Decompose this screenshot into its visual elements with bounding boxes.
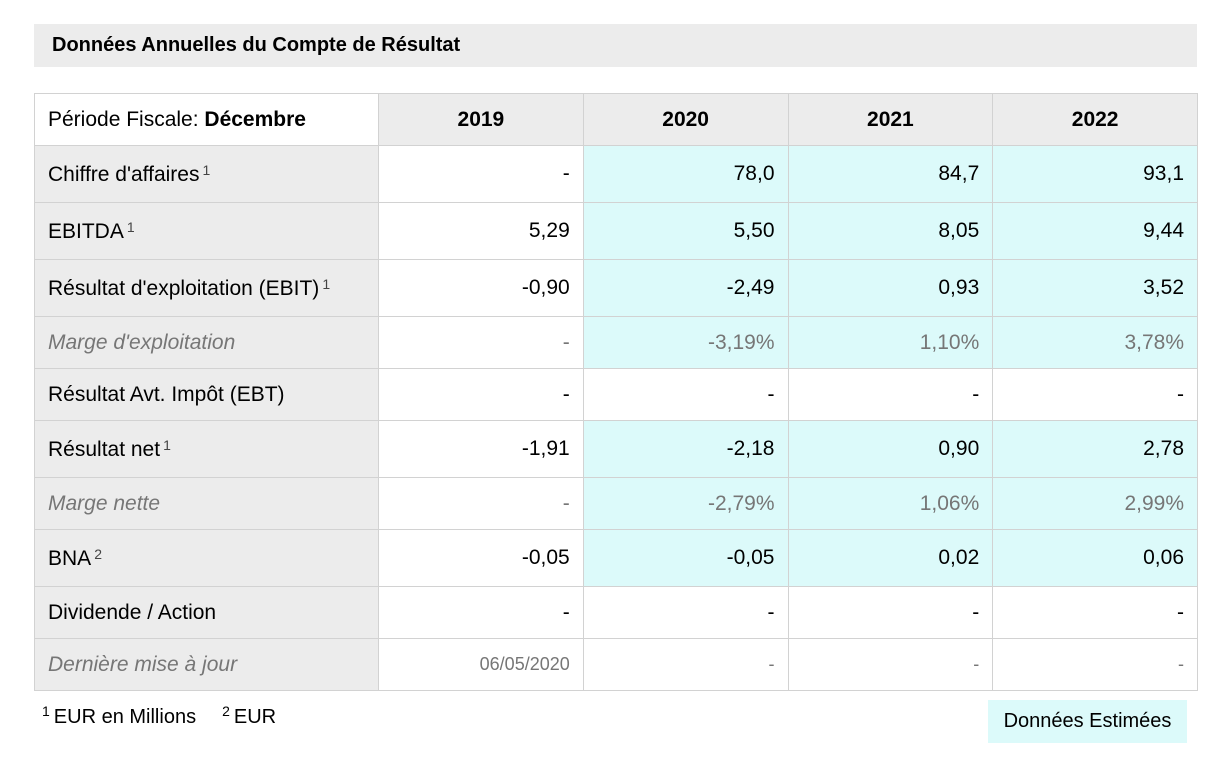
table-cell: 0,93	[787, 259, 994, 317]
table-row: Chiffre d'affaires 1 - 78,0 84,7 93,1	[34, 145, 1198, 203]
row-label: Marge d'exploitation	[34, 316, 379, 369]
fiscal-period-cell: Période Fiscale: Décembre	[34, 93, 379, 146]
table-cell: 84,7	[787, 145, 994, 203]
table-cell: 0,06	[992, 529, 1198, 587]
table-cell: -	[378, 145, 584, 203]
table-cell: 1,06%	[787, 477, 994, 530]
table-cell: 78,0	[582, 145, 789, 203]
row-label: Dernière mise à jour	[34, 638, 379, 691]
footnote-marker: 1	[126, 218, 135, 235]
table-cell: 1,10%	[787, 316, 994, 369]
table-row: Résultat d'exploitation (EBIT) 1 -0,90 -2…	[34, 259, 1198, 317]
row-label: Chiffre d'affaires 1	[34, 145, 379, 203]
table-header-row: Période Fiscale: Décembre 2019 2020 2021…	[34, 93, 1198, 146]
fiscal-period-prefix: Période Fiscale:	[48, 107, 205, 131]
table-row: Marge nette - -2,79% 1,06% 2,99%	[34, 477, 1198, 530]
table-row: Dividende / Action - - - -	[34, 586, 1198, 639]
table-cell: -	[378, 586, 584, 639]
table-cell: 3,78%	[992, 316, 1198, 369]
footnote: 2 EUR	[222, 703, 277, 728]
table-cell: 5,29	[378, 202, 584, 260]
table-row: EBITDA 1 5,29 5,50 8,05 9,44	[34, 202, 1198, 260]
row-label: Résultat Avt. Impôt (EBT)	[34, 368, 379, 421]
row-label: BNA 2	[34, 529, 379, 587]
row-label: Dividende / Action	[34, 586, 379, 639]
table-row: BNA 2 -0,05 -0,05 0,02 0,06	[34, 529, 1198, 587]
table-cell: -	[787, 586, 994, 639]
table-cell: 3,52	[992, 259, 1198, 317]
table-cell: -0,05	[378, 529, 584, 587]
section-title: Données Annuelles du Compte de Résultat	[34, 24, 1197, 67]
table-cell: 0,90	[787, 420, 994, 478]
table-cell: -0,90	[378, 259, 584, 317]
table-cell: 93,1	[992, 145, 1198, 203]
table-cell: 06/05/2020	[378, 638, 584, 691]
table-cell: -0,05	[582, 529, 789, 587]
table-cell: -2,18	[582, 420, 789, 478]
table-cell: -	[992, 638, 1198, 691]
table-cell: -	[992, 368, 1198, 421]
footnote-marker: 2	[94, 545, 102, 562]
table-cell: -	[787, 638, 994, 691]
table-cell: 9,44	[992, 202, 1198, 260]
annual-income-table: Période Fiscale: Décembre 2019 2020 2021…	[34, 93, 1198, 691]
table-cell: -	[378, 477, 584, 530]
year-header: 2021	[787, 93, 994, 146]
row-label: Résultat d'exploitation (EBIT) 1	[34, 259, 379, 317]
table-row: Marge d'exploitation - -3,19% 1,10% 3,78…	[34, 316, 1198, 369]
table-cell: -2,49	[582, 259, 789, 317]
table-cell: -	[378, 368, 584, 421]
table-cell: -	[582, 368, 789, 421]
year-header: 2019	[378, 93, 584, 146]
table-cell: -	[582, 638, 789, 691]
table-cell: 0,02	[787, 529, 994, 587]
footnote-marker: 2	[222, 703, 230, 719]
table-cell: 5,50	[582, 202, 789, 260]
table-cell: -2,79%	[582, 477, 789, 530]
row-label: Marge nette	[34, 477, 379, 530]
year-header: 2022	[992, 93, 1198, 146]
row-label: EBITDA 1	[34, 202, 379, 260]
footnote-marker: 1	[322, 275, 331, 292]
fiscal-period-value: Décembre	[204, 107, 306, 131]
table-cell: -	[787, 368, 994, 421]
table-cell: -1,91	[378, 420, 584, 478]
estimated-data-legend: Données Estimées	[988, 700, 1187, 743]
table-cell: 2,78	[992, 420, 1198, 478]
table-row: Résultat Avt. Impôt (EBT) - - - -	[34, 368, 1198, 421]
footnotes: 1 EUR en Millions 2 EUR	[42, 703, 276, 729]
table-row: Dernière mise à jour 06/05/2020 - - -	[34, 638, 1198, 691]
footnote-marker: 1	[42, 703, 50, 719]
table-cell: 8,05	[787, 202, 994, 260]
table-cell: -	[582, 586, 789, 639]
year-header: 2020	[582, 93, 789, 146]
footnote-marker: 1	[163, 436, 171, 453]
footnote: 1 EUR en Millions	[42, 703, 197, 728]
footnote-marker: 1	[202, 161, 211, 178]
table-cell: -	[378, 316, 584, 369]
row-label: Résultat net 1	[34, 420, 379, 478]
table-cell: -3,19%	[582, 316, 789, 369]
table-cell: 2,99%	[992, 477, 1198, 530]
table-row: Résultat net 1 -1,91 -2,18 0,90 2,78	[34, 420, 1198, 478]
table-cell: -	[992, 586, 1198, 639]
